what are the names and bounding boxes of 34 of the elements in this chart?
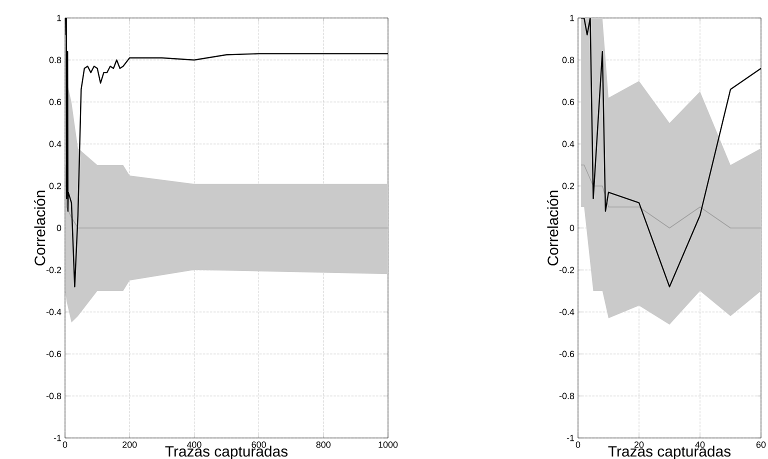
x-tick-label: 20 (634, 442, 644, 448)
x-tick-label: 0 (62, 442, 68, 448)
y-axis-title: Correlación (547, 190, 558, 266)
y-tick-label: 0.6 (562, 98, 574, 106)
y-tick-label: 1 (570, 14, 574, 22)
x-tick-label: 400 (186, 442, 202, 448)
x-tick-label: 1000 (378, 442, 398, 448)
y-tick-label: -0.8 (46, 392, 62, 400)
y-tick-label: -0.2 (46, 266, 62, 274)
y-tick-label: -0.6 (46, 350, 62, 358)
x-tick-label: 60 (756, 442, 766, 448)
y-tick-label: 0 (570, 224, 574, 232)
y-tick-label: -0.4 (46, 308, 62, 316)
x-tick-label: 600 (252, 442, 266, 448)
y-tick-label: 0.2 (562, 182, 574, 190)
x-tick-label: 40 (695, 442, 705, 448)
y-tick-label: 0.6 (49, 98, 62, 106)
y-tick-label: 0.8 (562, 56, 574, 64)
x-tick-label: 800 (316, 442, 331, 448)
y-tick-label: 0.8 (49, 56, 62, 64)
y-tick-label: 0.4 (49, 140, 62, 148)
y-tick-label: 1 (57, 14, 62, 22)
y-tick-label: 0.4 (562, 140, 574, 148)
y-tick-label: -1 (566, 434, 574, 442)
y-tick-label: -0.4 (559, 308, 574, 316)
y-tick-label: -0.8 (559, 392, 574, 400)
y-tick-label: -0.6 (559, 350, 574, 358)
x-tick-label: 200 (122, 442, 137, 448)
y-axis-title: Correlación (34, 190, 46, 266)
y-tick-label: -0.2 (559, 266, 574, 274)
x-tick-label: 0 (576, 442, 580, 448)
y-tick-label: -1 (54, 434, 62, 442)
y-tick-label: 0 (56, 224, 62, 232)
y-tick-label: 0.2 (49, 182, 62, 190)
